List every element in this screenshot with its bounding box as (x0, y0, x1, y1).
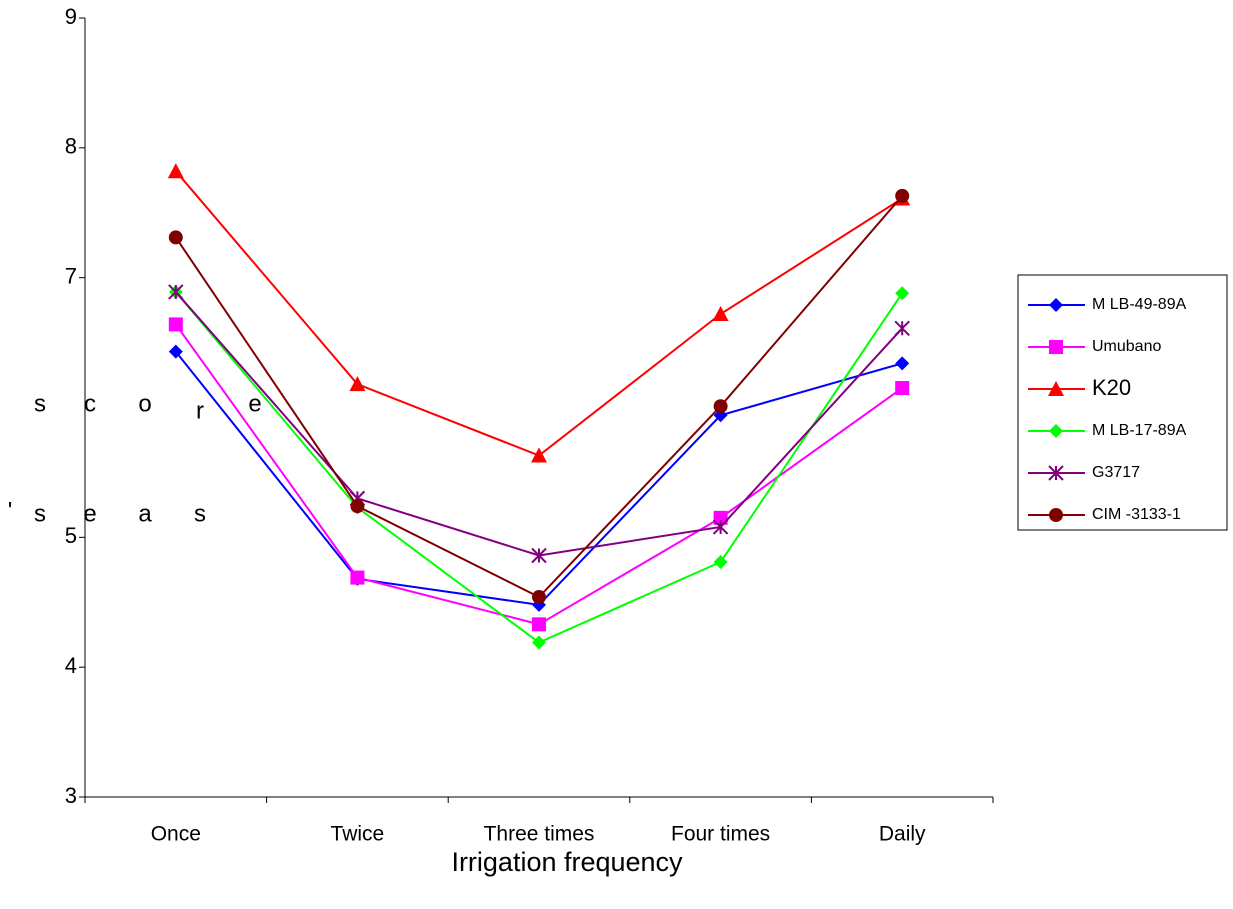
marker (531, 447, 547, 463)
x-axis-title: Irrigation frequency (451, 847, 683, 877)
y-tick-label: 5 (65, 523, 77, 548)
marker (167, 163, 184, 179)
marker (168, 284, 184, 300)
x-tick-label: Four times (671, 823, 770, 846)
y-axis-title-fragment: r (196, 397, 204, 424)
y-axis-title-fragment: e (83, 500, 96, 527)
y-axis-title-fragment: c (84, 390, 96, 417)
y-axis-title-fragment: s (34, 390, 46, 417)
legend-label: M LB-17-89A (1092, 422, 1187, 439)
marker (895, 381, 910, 396)
x-tick-label: Twice (331, 823, 385, 846)
x-tick-label: Three times (484, 823, 595, 846)
series-line (174, 195, 903, 599)
y-axis-title-fragment: o (138, 390, 151, 417)
y-tick-label: 9 (65, 4, 77, 29)
legend-label: Umubano (1092, 338, 1161, 355)
x-tick-label: Daily (879, 823, 926, 846)
y-axis-title-fragment: s (34, 500, 46, 527)
marker (349, 376, 366, 392)
legend-label: K20 (1092, 375, 1131, 400)
legend (1017, 274, 1228, 531)
marker (713, 510, 728, 525)
series-line (175, 351, 903, 606)
marker (894, 320, 910, 337)
marker (1049, 340, 1063, 354)
marker (1049, 508, 1063, 522)
marker (712, 519, 729, 535)
series-line (175, 291, 904, 644)
marker (895, 188, 910, 203)
series-line (175, 291, 903, 557)
y-tick-label: 4 (65, 653, 77, 678)
marker (532, 617, 546, 632)
marker (1049, 424, 1063, 438)
marker (532, 635, 546, 650)
marker (713, 399, 728, 414)
y-tick-label: 3 (65, 783, 77, 808)
marker (895, 286, 910, 301)
marker (1048, 465, 1064, 481)
marker (713, 555, 728, 570)
legend-label: M LB-49-89A (1092, 296, 1187, 313)
y-axis-title-fragment: s (194, 500, 206, 527)
legend-label: G3717 (1092, 464, 1140, 481)
y-axis-title-fragment: a (138, 500, 152, 527)
marker (1049, 298, 1063, 312)
marker (168, 317, 183, 332)
marker (532, 590, 546, 605)
x-tick-label: Once (151, 823, 201, 846)
marker (350, 499, 365, 514)
marker (895, 356, 910, 371)
series-line (174, 323, 903, 626)
y-axis-title-fragment: e (248, 390, 261, 417)
series-line (175, 170, 903, 457)
marker (1048, 381, 1064, 396)
legend-label: CIM -3133-1 (1092, 506, 1181, 523)
marker (350, 570, 365, 585)
marker (168, 230, 183, 245)
y-tick-label: 7 (65, 263, 77, 288)
marker (168, 344, 183, 359)
marker (712, 306, 729, 322)
y-tick-label: 8 (65, 134, 77, 159)
marker (531, 547, 547, 564)
y-axis-title-fragment: ' (8, 497, 13, 524)
